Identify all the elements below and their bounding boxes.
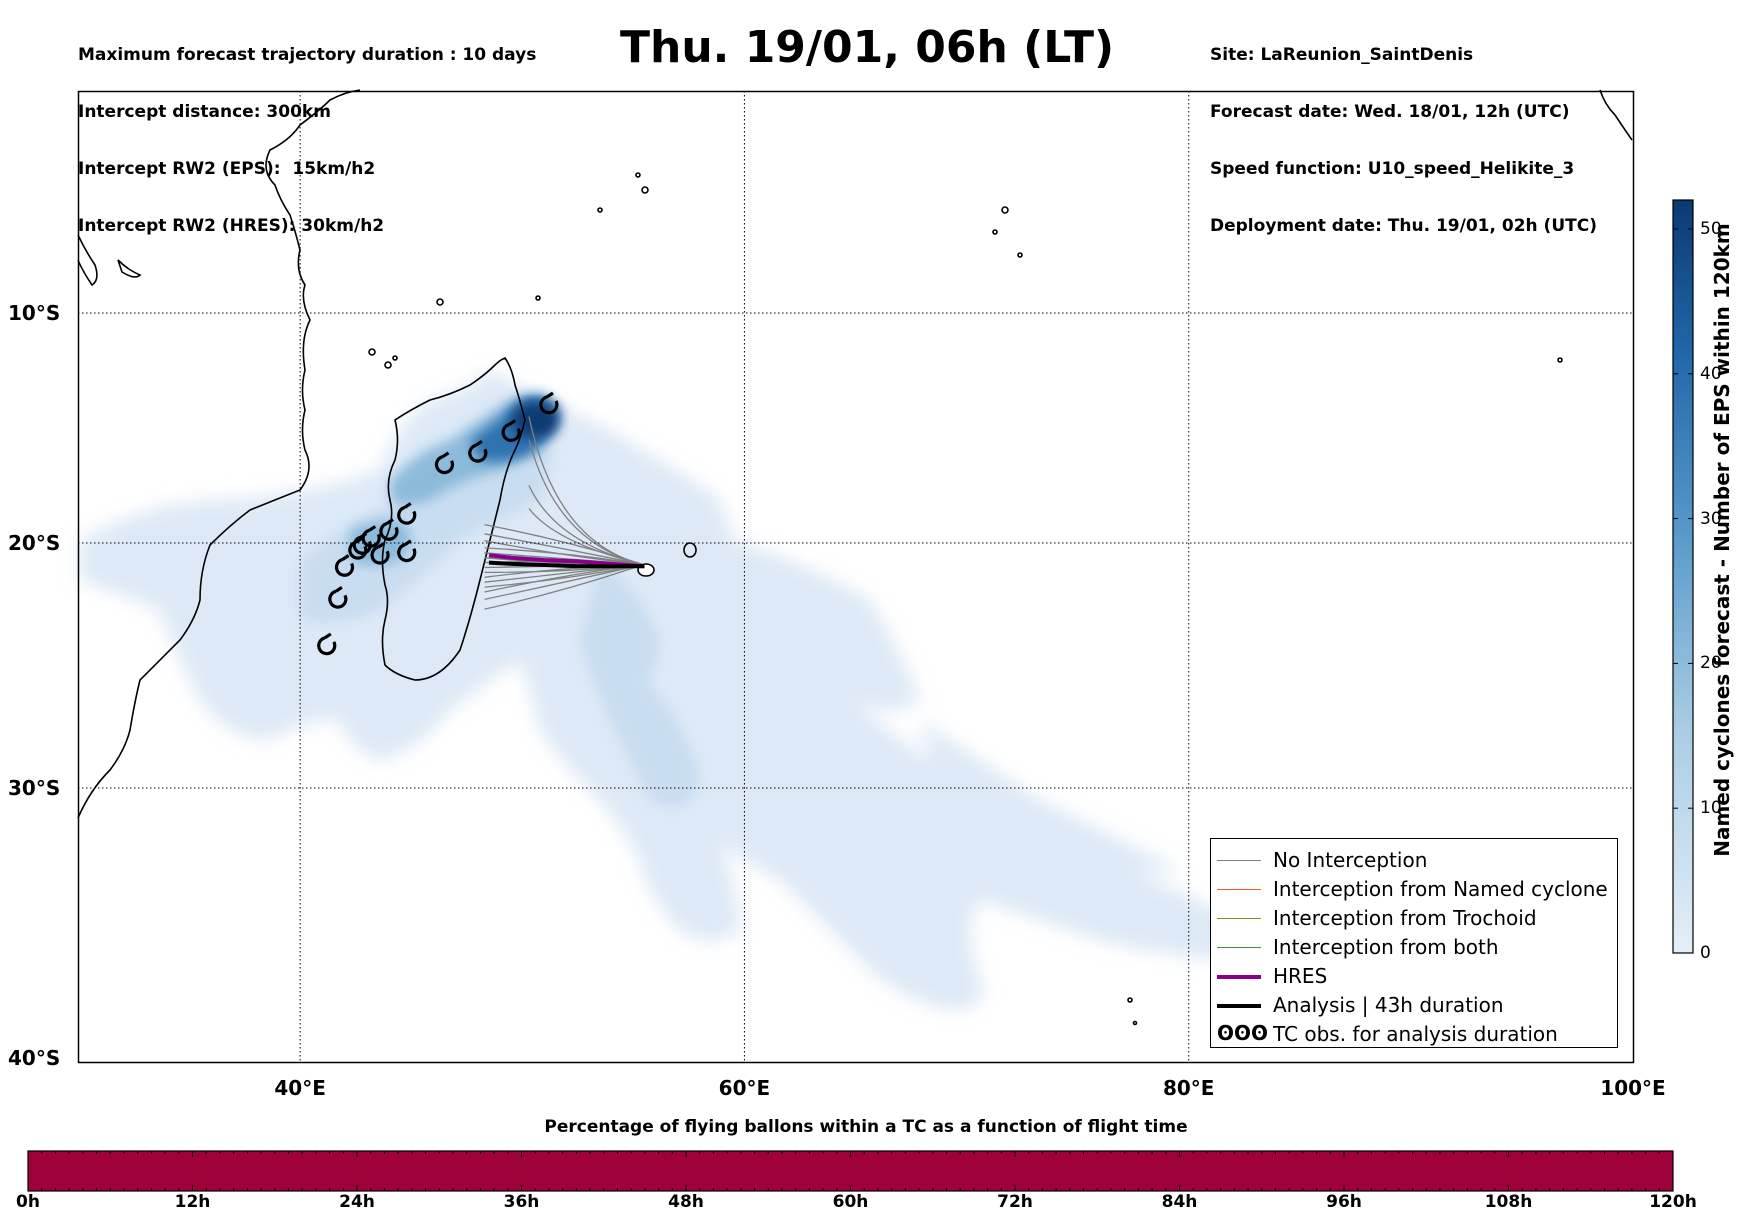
tc-obs-symbol <box>348 537 368 560</box>
flight-time-label: 60h <box>832 1192 869 1212</box>
map-title: Thu. 19/01, 06h (LT) <box>620 22 1115 73</box>
colorbar-title: Named cyclones forecast - Number of EPS … <box>1710 223 1734 857</box>
legend-swatch <box>1217 947 1261 949</box>
colorbar-tick-label: 10 <box>1700 798 1722 819</box>
africa-coastline <box>77 89 361 819</box>
eps-track <box>484 563 644 610</box>
eps-track <box>484 533 644 566</box>
eps-track <box>528 439 644 566</box>
lat-tick-label: 30°S <box>8 776 61 800</box>
lon-tick-label: 80°E <box>1162 1076 1215 1100</box>
eps-track <box>528 508 644 566</box>
max-trajectory-duration: Maximum forecast trajectory duration : 1… <box>78 45 537 65</box>
legend-label: Interception from Trochoid <box>1273 906 1537 930</box>
colorbar-tick-label: 50 <box>1700 218 1722 239</box>
flight-time-label: 120h <box>1649 1192 1697 1212</box>
legend-item: Interception from Trochoid <box>1211 905 1617 933</box>
legend-label: Analysis | 43h duration <box>1273 993 1504 1017</box>
legend-label: Interception from both <box>1273 935 1499 959</box>
intercept-rw2-eps: Intercept RW2 (EPS): 15km/h2 <box>78 159 376 179</box>
tc-obs-legend-icon: ʘʘʘ <box>1217 1021 1269 1045</box>
tc-obs-symbol <box>328 586 348 609</box>
tc-obs-symbol <box>379 518 399 541</box>
colorbar-ticks <box>1673 228 1693 954</box>
legend-swatch <box>1217 918 1261 920</box>
legend-swatch <box>1217 1004 1261 1008</box>
flight-time-label: 12h <box>174 1192 211 1212</box>
lat-tick-label: 10°S <box>8 301 61 325</box>
legend-item: Analysis | 43h duration <box>1211 992 1617 1020</box>
eps-track <box>484 547 644 566</box>
madagascar-coastline <box>381 357 526 681</box>
lon-tick-label: 100°E <box>1600 1076 1666 1100</box>
legend-swatch <box>1217 860 1261 862</box>
forecast-date: Forecast date: Wed. 18/01, 12h (UTC) <box>1210 102 1570 122</box>
map-legend: No Interception Interception from Named c… <box>1210 838 1618 1048</box>
deployment-date: Deployment date: Thu. 19/01, 02h (UTC) <box>1210 216 1597 236</box>
flight-time-label: 72h <box>997 1192 1033 1212</box>
site-name: Site: LaReunion_SaintDenis <box>1210 45 1474 65</box>
legend-item: Interception from Named cyclone <box>1211 876 1617 904</box>
tc-obs-symbol <box>434 451 455 475</box>
legend-item: No Interception <box>1211 847 1617 875</box>
tc-obs-symbol <box>370 541 390 565</box>
colorbar <box>1672 199 1694 954</box>
colorbar-tick-label: 40 <box>1700 363 1722 384</box>
lat-tick-label: 40°S <box>8 1046 61 1070</box>
coastlines <box>77 89 1633 1026</box>
legend-swatch <box>1217 975 1261 979</box>
legend-label: Interception from Named cyclone <box>1273 877 1608 901</box>
eps-track <box>484 563 644 600</box>
flight-time-label: 48h <box>668 1192 704 1212</box>
legend-item: HRES <box>1211 963 1617 991</box>
lon-tick-label: 40°E <box>274 1076 326 1100</box>
lat-tick-label: 20°S <box>8 531 61 555</box>
legend-label: TC obs. for analysis duration <box>1273 1022 1558 1046</box>
map-grid <box>78 91 1633 1062</box>
tc-obs-symbol <box>397 502 417 525</box>
tc-obs-symbol <box>501 419 521 442</box>
flight-time-bar-title: Percentage of flying ballons within a TC… <box>544 1117 1188 1137</box>
eps-density-field <box>80 370 1267 1010</box>
flight-time-label: 0h <box>16 1192 40 1212</box>
tc-obs-symbol <box>539 391 559 415</box>
analysis-trajectory <box>488 560 645 569</box>
flight-time-label: 36h <box>503 1192 540 1212</box>
header-left-info: Maximum forecast trajectory duration : 1… <box>78 8 536 255</box>
intercept-rw2-hres: Intercept RW2 (HRES): 30km/h2 <box>78 216 385 236</box>
flight-time-label: 96h <box>1326 1192 1362 1212</box>
legend-item: Interception from both <box>1211 934 1617 962</box>
speed-function: Speed function: U10_speed_Helikite_3 <box>1210 159 1575 179</box>
legend-item: ʘʘʘ TC obs. for analysis duration <box>1211 1021 1617 1049</box>
colorbar-tick-label: 0 <box>1700 943 1711 963</box>
tc-observations <box>317 391 559 656</box>
tc-obs-symbol <box>468 439 488 463</box>
colorbar-tick-label: 30 <box>1700 508 1722 529</box>
map-frame <box>77 90 1635 1064</box>
legend-label: No Interception <box>1273 848 1428 872</box>
intercept-distance: Intercept distance: 300km <box>78 102 331 122</box>
tc-obs-symbol <box>317 632 337 656</box>
flight-time-label: 84h <box>1161 1192 1198 1212</box>
tc-obs-symbol <box>334 554 355 577</box>
header-right-info: Site: LaReunion_SaintDenis Forecast date… <box>1210 8 1597 255</box>
flight-time-ticks <box>27 1151 1674 1191</box>
flight-time-label: 108h <box>1484 1192 1533 1212</box>
legend-swatch <box>1217 889 1261 891</box>
tc-obs-symbol <box>352 532 372 555</box>
flight-time-bar <box>27 1150 1674 1192</box>
lon-tick-label: 60°E <box>718 1076 771 1100</box>
tc-obs-symbol <box>397 539 417 563</box>
hres-trajectory <box>488 553 645 569</box>
flight-time-label: 24h <box>339 1192 375 1212</box>
colorbar-tick-label: 20 <box>1700 653 1722 674</box>
legend-label: HRES <box>1273 964 1328 988</box>
